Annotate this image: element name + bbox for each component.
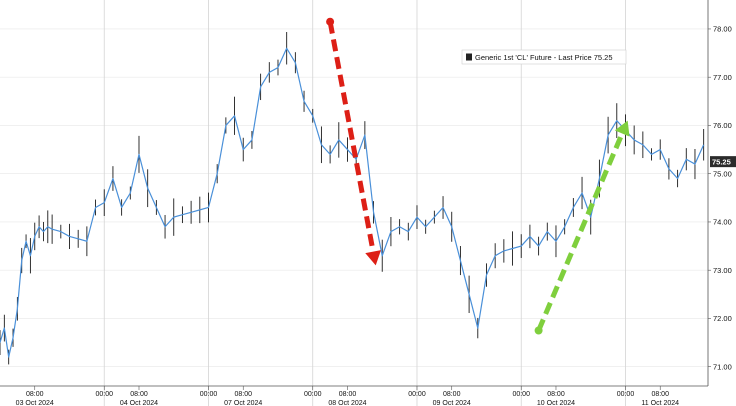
last-price-value: 75.25 [712, 157, 731, 166]
y-tick-label: 71.00 [713, 362, 732, 371]
y-tick-label: 77.00 [713, 73, 732, 82]
x-tick-time: 00:00 [408, 391, 426, 398]
x-tick-time: 08:00 [547, 391, 565, 398]
horizontal-gridlines [0, 28, 708, 368]
trend-arrows [326, 17, 630, 335]
legend-label: Generic 1st 'CL' Future - Last Price 75.… [475, 53, 613, 62]
last-price-background [710, 156, 736, 168]
x-tick-date: 11 Oct 2024 [641, 400, 679, 406]
x-tick-time: 00:00 [200, 391, 218, 398]
y-axis-ticks: 71.00 72.00 73.00 74.00 75.00 76.00 77.00 78.00 [708, 25, 732, 371]
arrow-head [365, 250, 382, 266]
x-tick-time: 08:00 [651, 391, 669, 398]
x-tick-date: 07 Oct 2024 [224, 400, 262, 406]
price-line [0, 47, 705, 358]
y-tick-label: 73.00 [713, 266, 732, 275]
y-tick-label: 78.00 [713, 25, 732, 34]
x-tick-time: 08:00 [443, 391, 461, 398]
x-tick-date: 09 Oct 2024 [433, 400, 471, 406]
price-series [0, 47, 705, 358]
x-tick-time: 00:00 [95, 391, 113, 398]
y-tick-label: 74.00 [713, 218, 732, 227]
x-tick-time: 08:00 [130, 391, 148, 398]
x-tick-time: 08:00 [339, 391, 357, 398]
x-axis-ticks: 08:00 03 Oct 2024 00:00 08:00 04 Oct 2024 00:… [16, 386, 679, 406]
y-tick-label: 75.00 [713, 169, 732, 178]
arrow-shaft [327, 21, 376, 253]
trend-arrow [326, 17, 382, 266]
x-tick-date: 10 Oct 2024 [537, 400, 575, 406]
x-tick-time: 00:00 [304, 391, 322, 398]
legend-swatch [466, 53, 472, 61]
last-price-badge: 75.25 [710, 156, 736, 168]
legend: Generic 1st 'CL' Future - Last Price 75.… [461, 49, 627, 65]
x-tick-time: 08:00 [234, 391, 252, 398]
x-tick-date: 04 Oct 2024 [120, 400, 158, 406]
trend-arrow [534, 120, 630, 335]
y-tick-label: 76.00 [713, 121, 732, 130]
x-tick-time: 08:00 [26, 391, 44, 398]
x-tick-time: 00:00 [617, 391, 635, 398]
x-tick-time: 00:00 [512, 391, 530, 398]
x-tick-date: 03 Oct 2024 [16, 400, 54, 406]
arrow-head [614, 120, 630, 137]
x-tick-date: 08 Oct 2024 [328, 400, 366, 406]
legend-box [461, 49, 627, 65]
y-tick-label: 72.00 [713, 314, 732, 323]
